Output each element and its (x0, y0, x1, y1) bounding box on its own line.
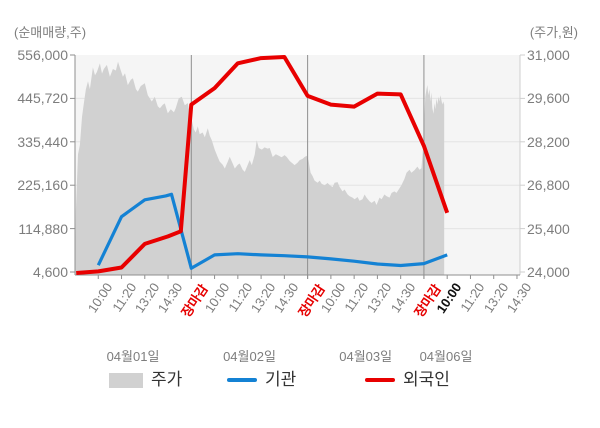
left-tick-label: 445,720 (17, 90, 68, 107)
legend-label-institution: 기관 (265, 370, 297, 389)
right-tick-label: 25,400 (527, 220, 570, 237)
right-tick-label: 29,600 (527, 90, 570, 107)
right-tick-label: 28,200 (527, 133, 570, 150)
institution-line-swatch (227, 378, 257, 382)
date-label: 04월02일 (223, 349, 276, 364)
foreigner-line-swatch (365, 377, 395, 383)
date-label: 04월06일 (419, 349, 473, 364)
right-tick-label: 24,000 (527, 264, 570, 280)
left-axis-title: (순매매량,주) (14, 25, 87, 40)
legend-label-foreigner: 외국인 (403, 370, 450, 389)
left-tick-label: 4,600 (32, 264, 68, 280)
right-axis-title: (주가,원) (529, 25, 578, 40)
right-tick-label: 31,000 (527, 47, 570, 63)
right-tick-label: 26,800 (527, 177, 570, 194)
legend-item-foreigner: 외국인 (365, 371, 450, 389)
date-label: 04월01일 (106, 349, 160, 364)
left-tick-label: 335,440 (17, 133, 68, 150)
institution-line-series (96, 192, 448, 270)
left-tick-label: 556,000 (17, 47, 68, 63)
foreigner-line-series (76, 55, 450, 275)
date-label: 04월03일 (339, 349, 393, 364)
left-tick-label: 114,880 (18, 220, 68, 237)
left-tick-label: 225,160 (17, 177, 68, 194)
legend-label-price: 주가 (151, 370, 183, 389)
legend-item-institution: 기관 (227, 371, 296, 389)
price-area-series (75, 61, 445, 275)
price-area-swatch (109, 372, 143, 388)
legend-item-price: 주가 (109, 371, 182, 389)
